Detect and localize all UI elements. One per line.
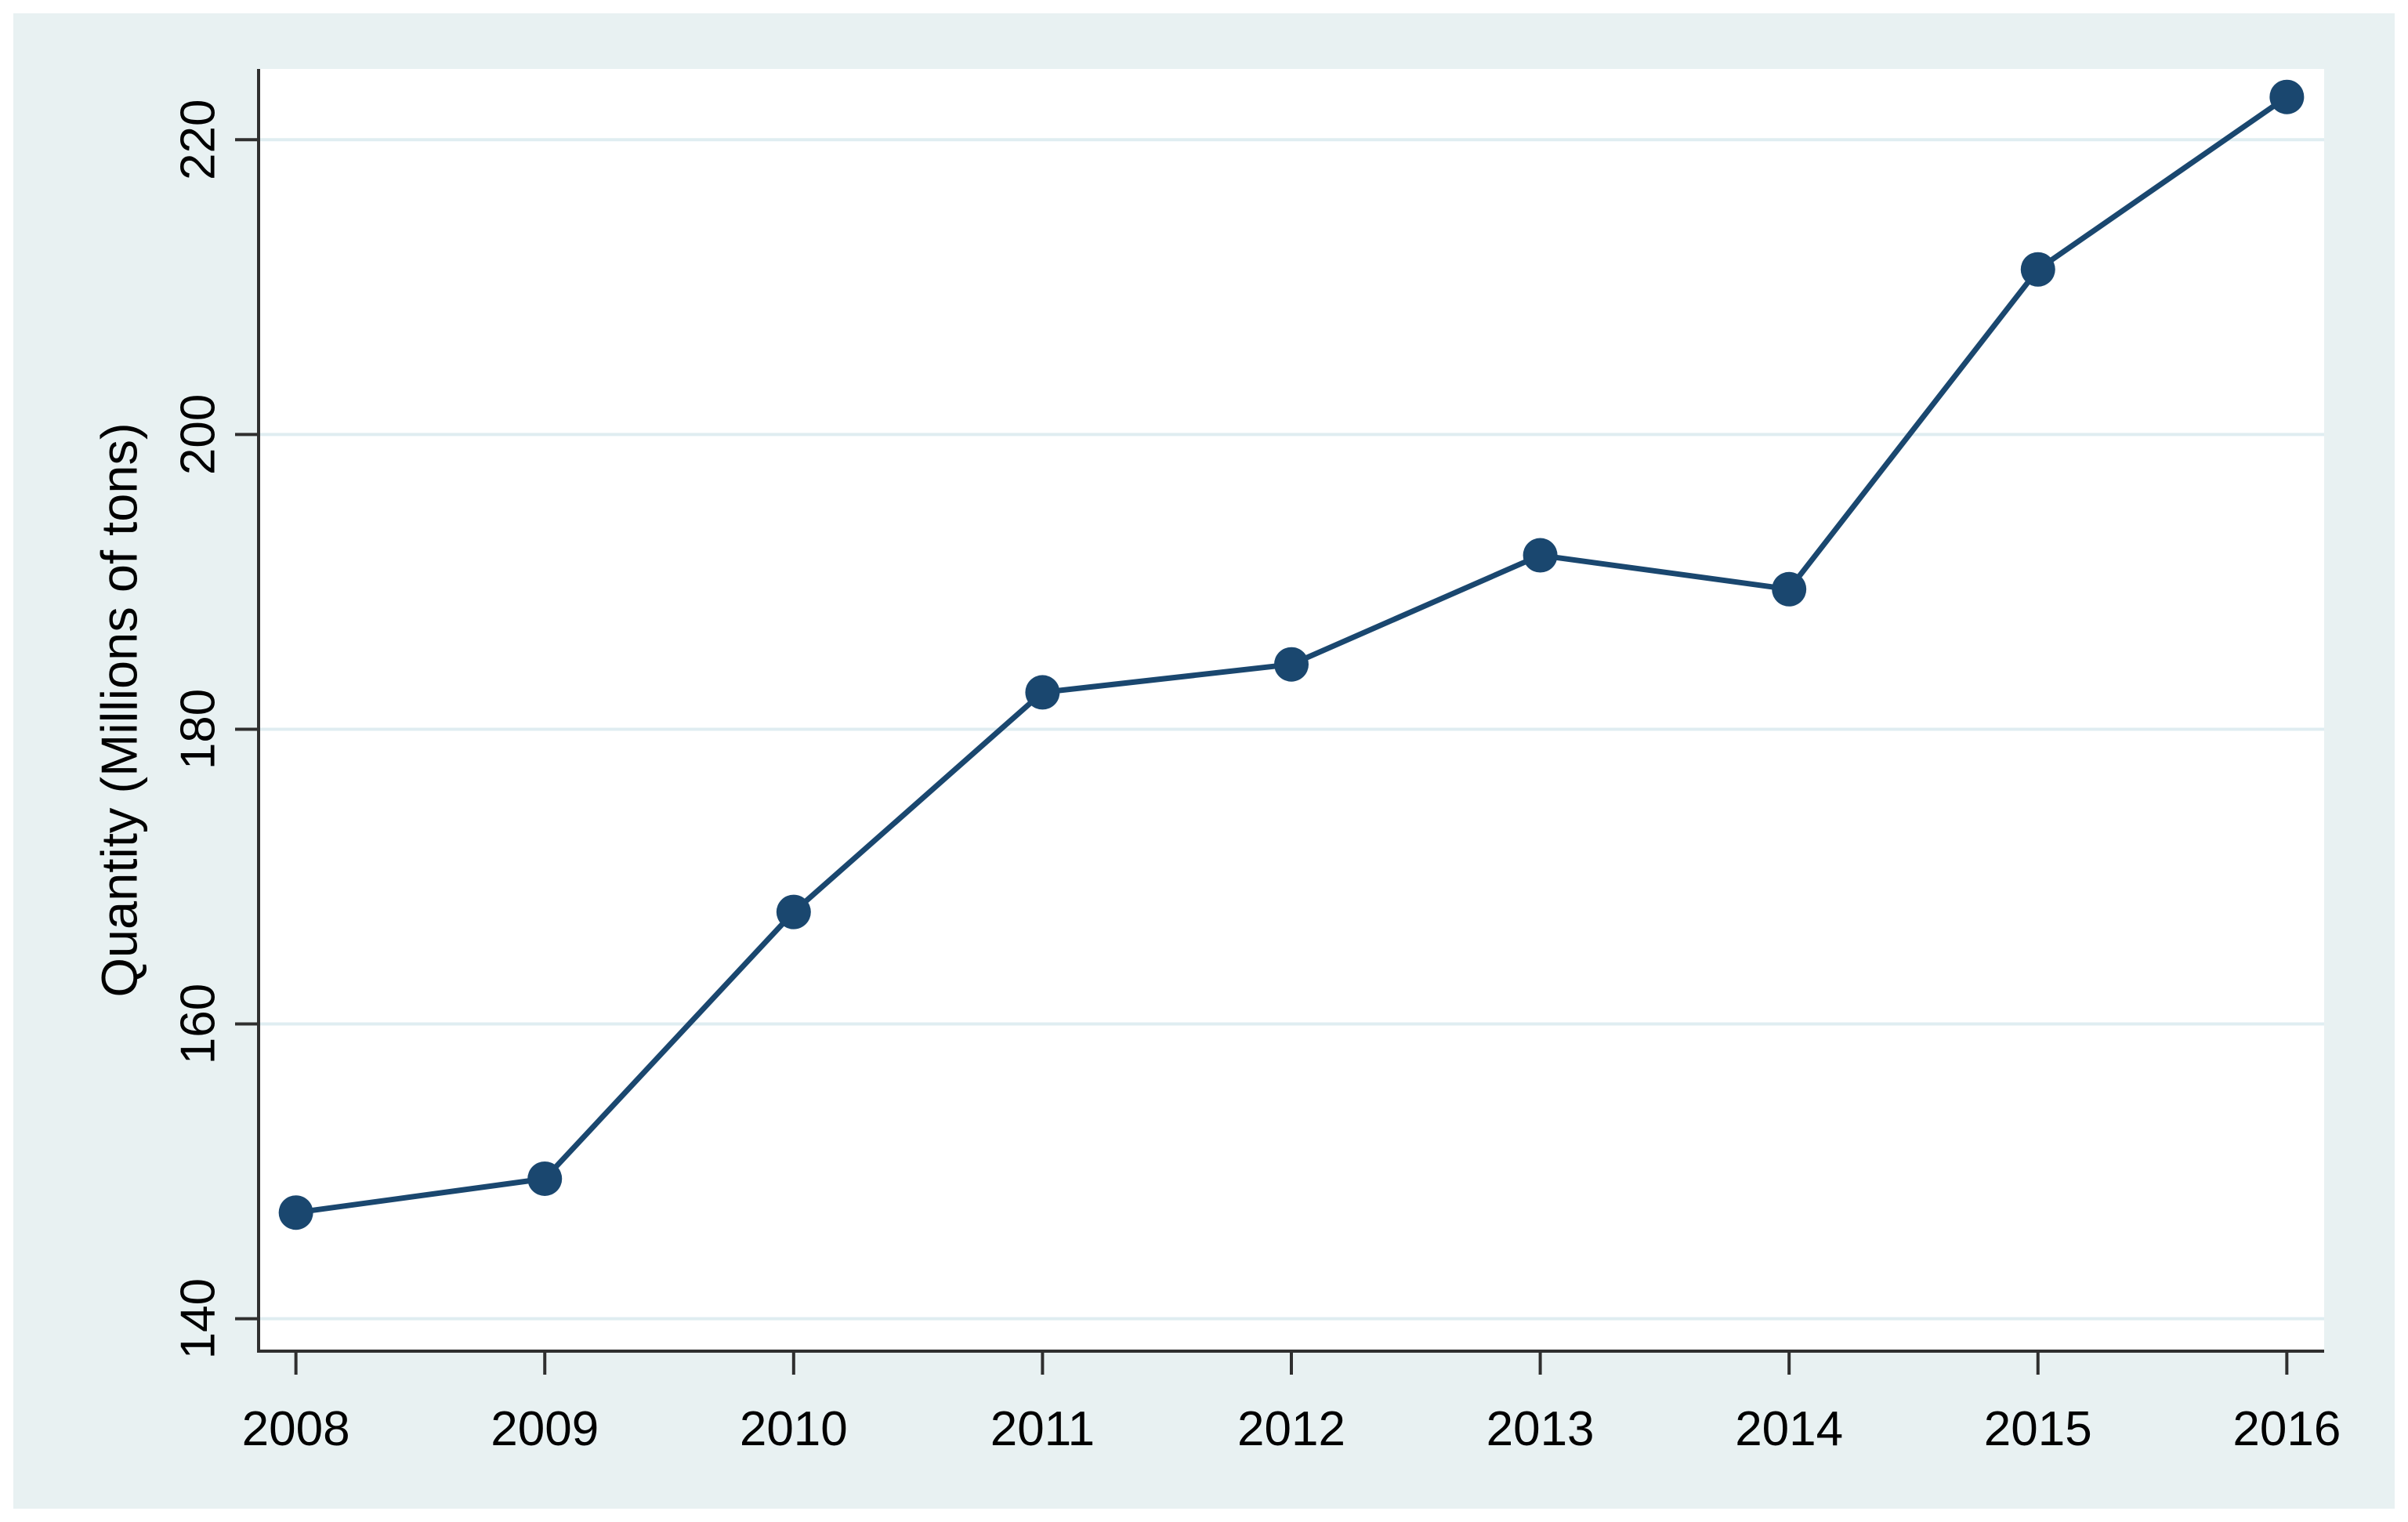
x-tick-label-2009: 2009	[491, 1402, 599, 1456]
data-point-2012	[1274, 647, 1309, 682]
y-tick-label-180: 180	[172, 689, 226, 770]
x-tick-label-2016: 2016	[2232, 1402, 2341, 1456]
x-tick-label-2014: 2014	[1735, 1402, 1843, 1456]
data-point-2008	[278, 1195, 313, 1230]
data-point-2016	[2269, 79, 2305, 114]
x-tick-label-2010: 2010	[740, 1402, 848, 1456]
y-tick-label-200: 200	[172, 394, 226, 475]
data-point-2009	[527, 1161, 563, 1196]
y-axis-title: Quantity (Millions of tons)	[90, 422, 148, 998]
data-point-2013	[1523, 538, 1558, 573]
x-tick-label-2008: 2008	[242, 1402, 350, 1456]
data-point-2010	[776, 894, 811, 930]
data-point-2011	[1025, 675, 1060, 710]
y-tick-label-140: 140	[172, 1278, 226, 1359]
x-tick-label-2011: 2011	[990, 1402, 1095, 1456]
x-tick-label-2015: 2015	[1984, 1402, 2092, 1456]
x-tick-label-2012: 2012	[1237, 1402, 1345, 1456]
y-tick-label-160: 160	[172, 984, 226, 1064]
data-point-2014	[1772, 571, 1807, 607]
x-tick-label-2013: 2013	[1486, 1402, 1595, 1456]
data-point-2015	[2020, 252, 2055, 287]
plot-area	[259, 69, 2324, 1351]
y-tick-label-220: 220	[172, 100, 226, 180]
